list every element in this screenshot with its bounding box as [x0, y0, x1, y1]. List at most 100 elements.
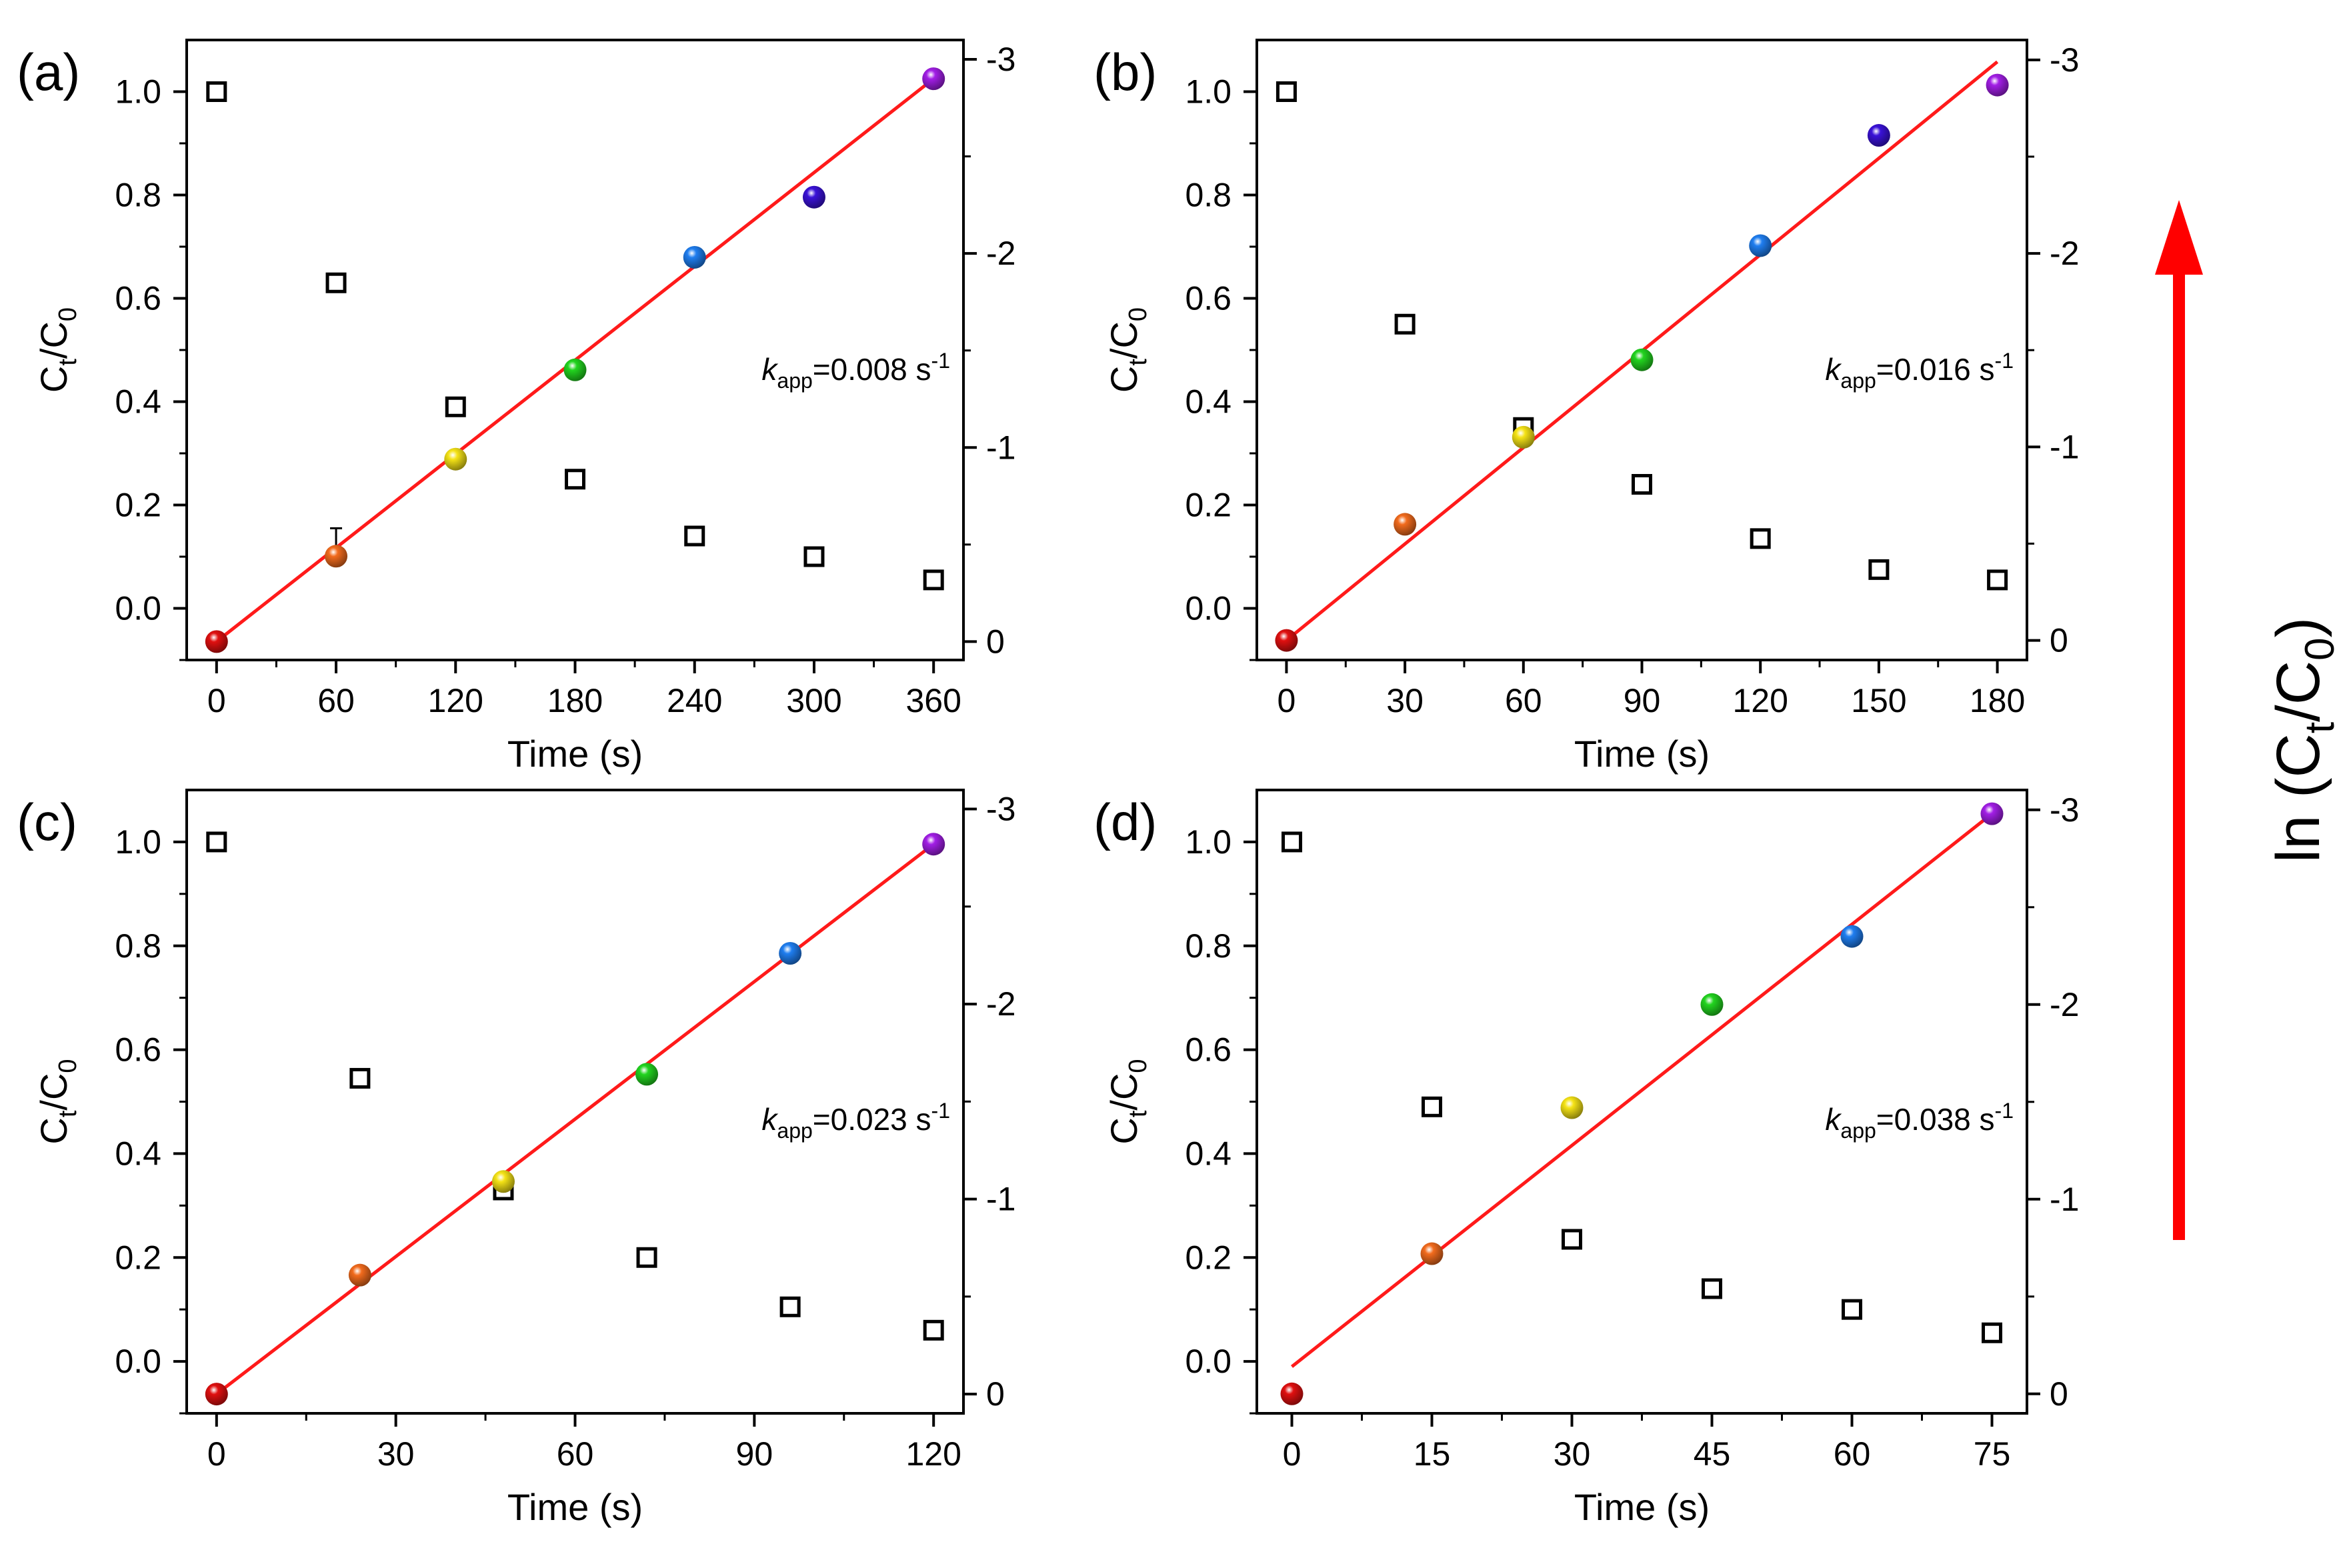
y-tick-label: 1.0: [1185, 823, 1232, 861]
y-tick-label: 1.0: [115, 823, 161, 861]
y-axis-title-sub2: 0: [1124, 307, 1152, 321]
ln-point: [683, 245, 706, 269]
ct-c0-point: [1702, 1278, 1722, 1299]
y2-tick-label: -3: [986, 791, 1015, 828]
ln-point: [1560, 1096, 1584, 1119]
ln-point: [1867, 124, 1890, 147]
y-axis-title-main: C: [1103, 366, 1145, 393]
y-axis-title-sub1: t: [1124, 359, 1152, 366]
x-tick-label: 30: [1386, 682, 1424, 719]
x-tick-label: 120: [1732, 682, 1788, 719]
y-axis-title-sub2: 0: [54, 1059, 82, 1073]
y-tick-label: 0.8: [115, 177, 161, 214]
x-tick-label: 90: [736, 1435, 773, 1473]
panel-label: (c): [17, 793, 77, 851]
y2-tick-label: -2: [986, 235, 1015, 272]
ln-point: [922, 67, 945, 91]
y2-tick-label: 0: [986, 1375, 1005, 1413]
x-tick-label: 180: [547, 682, 603, 719]
kapp-exp: -1: [1995, 349, 2014, 373]
kapp-exp: -1: [931, 1099, 950, 1123]
y-tick-label: 1.0: [115, 73, 161, 111]
panel-c: 0 30 60 90 120 0.0 0.2 0.4 0.6 0.8 1.0 0 -1 -2 -3 Time …: [17, 789, 1015, 1528]
ln-point: [635, 1063, 659, 1086]
kapp-exp: -1: [1995, 1099, 2014, 1123]
y2-tick-label: 0: [2050, 622, 2068, 659]
x-tick-label: 30: [377, 1435, 415, 1473]
kapp-value: =0.038 s: [1876, 1102, 1995, 1137]
y-axis-title-main: C: [33, 366, 75, 393]
y2-tick-label: -1: [986, 429, 1015, 466]
y-tick-label: 0.8: [1185, 927, 1232, 965]
x-axis-title: Time (s): [1574, 1486, 1710, 1528]
ln-point: [325, 545, 348, 568]
y-axis-title-main: C: [1103, 1117, 1145, 1144]
y-axis-title-sub1: t: [1124, 1110, 1152, 1117]
x-tick-label: 120: [428, 682, 483, 719]
y-tick-label: 0.6: [1185, 1031, 1232, 1069]
y-tick-label: 0.4: [115, 383, 161, 421]
ct-c0-point: [1750, 528, 1771, 549]
ct-c0-point: [325, 272, 347, 293]
panel-label: (a): [17, 43, 80, 101]
x-tick-label: 60: [1834, 1435, 1871, 1473]
fit-line: [1290, 812, 1994, 1368]
y2-tick-label: -3: [2050, 41, 2079, 79]
y-tick-label: 0.6: [1185, 280, 1232, 317]
ln-point: [1980, 802, 2004, 825]
kapp-sub: app: [777, 369, 812, 393]
ct-c0-point: [1562, 1229, 1582, 1250]
kapp-sub: app: [1840, 369, 1876, 393]
ln-point: [1394, 513, 1417, 536]
side-label-suffix: ): [2264, 617, 2332, 638]
ct-c0-point: [206, 81, 227, 102]
ln-point: [1700, 993, 1724, 1016]
kapp-annotation: kapp=0.023 s-1: [761, 1099, 950, 1143]
ln-point: [205, 630, 228, 653]
ct-c0-point: [923, 569, 944, 591]
x-tick-label: 0: [1278, 682, 1296, 719]
kapp-value: =0.008 s: [813, 352, 931, 387]
ct-c0-point: [1868, 559, 1890, 580]
ct-c0-point: [1987, 569, 2008, 591]
y-axis-title-mid: /C: [1103, 321, 1145, 359]
y2-tick-label: -1: [986, 1181, 1015, 1218]
y2-tick-label: -1: [2050, 428, 2079, 465]
ln-point: [563, 358, 587, 381]
y2-tick-label: -1: [2050, 1181, 2079, 1218]
ct-c0-point: [684, 525, 705, 547]
y-axis-title: Ct/C0: [33, 1059, 82, 1144]
y-tick-label: 0.8: [115, 927, 161, 965]
ln-point: [205, 1383, 228, 1406]
fit-line: [215, 843, 935, 1396]
side-label-sub1: t: [2297, 722, 2343, 733]
ct-c0-point: [1632, 474, 1652, 495]
panel-a: 0 60 120 180 240 300 360 0.0 0.2 0.4 0.6 0.8 1.0 0 -1 -…: [17, 39, 1015, 775]
y-axis-title-sub2: 0: [1124, 1059, 1152, 1073]
y2-tick-label: -2: [986, 985, 1015, 1023]
x-axis-title: Time (s): [507, 733, 643, 775]
ln-point: [922, 833, 945, 856]
ln-point: [802, 185, 825, 209]
x-tick-label: 15: [1414, 1435, 1451, 1473]
ln-point: [1749, 234, 1772, 257]
kapp-annotation: kapp=0.016 s-1: [1825, 349, 2014, 393]
kapp-k: k: [761, 1102, 778, 1137]
y-tick-label: 0.4: [1185, 1135, 1232, 1172]
ct-c0-point: [1422, 1096, 1442, 1117]
kapp-annotation: kapp=0.008 s-1: [761, 349, 950, 393]
panel-b: 0 30 60 90 120 150 180 0.0 0.2 0.4 0.6 0.8 1.0 0 -1 -2 -…: [1093, 39, 2079, 775]
y2-tick-label: 0: [986, 623, 1005, 660]
y-axis-title: Ct/C0: [1103, 307, 1152, 393]
y-tick-label: 0.2: [1185, 1239, 1232, 1276]
plot-frame: [185, 39, 965, 661]
ln-point: [1275, 629, 1298, 652]
x-tick-label: 0: [1283, 1435, 1302, 1473]
side-label-mid: /C: [2264, 661, 2332, 722]
ct-c0-point: [1982, 1322, 2002, 1343]
x-tick-label: 90: [1624, 682, 1661, 719]
ln-point: [1840, 925, 1864, 948]
x-tick-label: 60: [317, 682, 355, 719]
y-axis-title-sub1: t: [54, 359, 82, 366]
